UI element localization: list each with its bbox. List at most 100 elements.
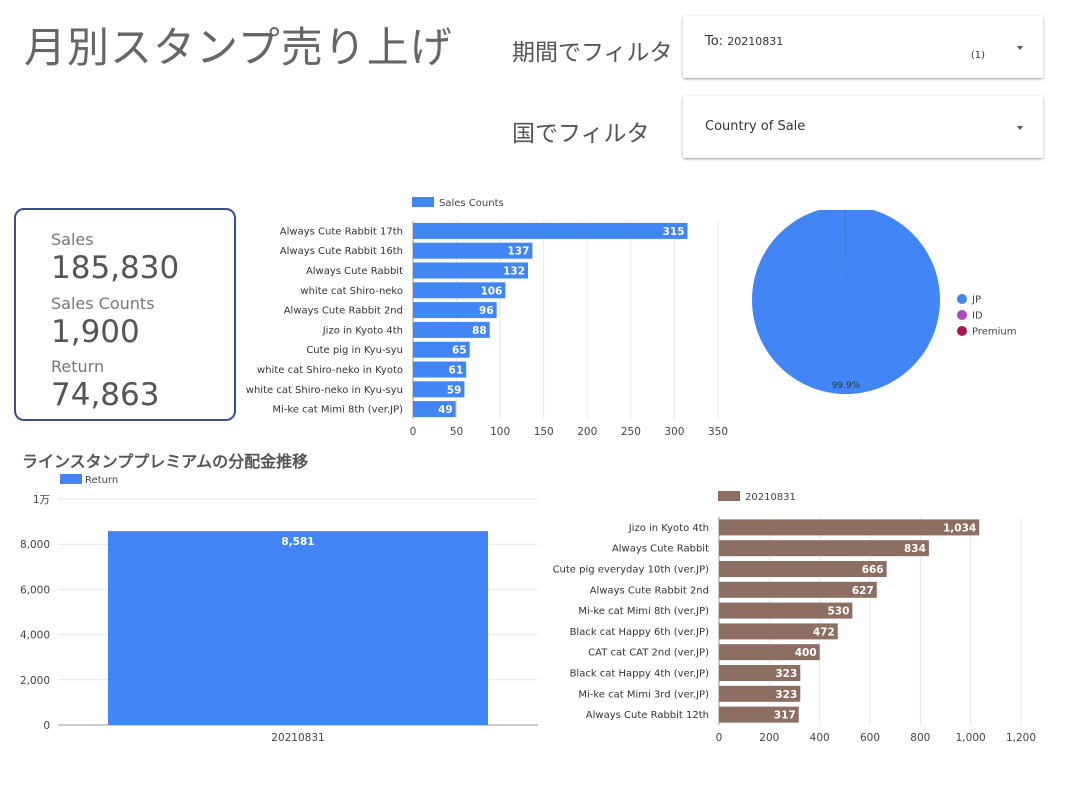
bar — [413, 321, 490, 338]
legend-swatch — [60, 474, 82, 484]
x-tick-label: 300 — [664, 426, 684, 438]
return-bar-chart: Return 0 2,000 4,000 6,000 8,000 1万 8,581 202108… — [20, 474, 538, 744]
category-label: Mi-ke cat Mimi 8th (ver.JP) — [272, 405, 403, 416]
category-label: Always Cute Rabbit 12th — [586, 710, 709, 721]
category-label: Mi-ke cat Mimi 8th (ver.JP) — [578, 606, 709, 617]
legend-label: ID — [972, 311, 983, 322]
caret-down-icon — [1017, 46, 1023, 50]
y-tick-label: 0 — [43, 720, 50, 732]
sales-label: Sales — [51, 230, 94, 249]
category-label: white cat Shiro-neko in Kyoto — [257, 365, 403, 376]
x-tick-label: 800 — [910, 732, 930, 744]
pie-data-label: 99.9% — [832, 381, 861, 391]
data-label: 315 — [663, 226, 685, 238]
bar — [108, 531, 488, 725]
x-tick-label: 250 — [621, 426, 641, 438]
data-label: 666 — [862, 564, 884, 576]
bar — [413, 242, 533, 259]
period-filter-prefix: To: — [705, 34, 724, 49]
data-label: 65 — [452, 345, 467, 357]
sales-value: 185,830 — [51, 250, 180, 286]
bar — [413, 262, 529, 279]
country-filter-value: Country of Sale — [705, 119, 806, 134]
legend-swatch — [412, 197, 434, 207]
y-tick-label: 6,000 — [20, 584, 50, 596]
bar — [413, 361, 467, 378]
category-label: Black cat Happy 4th (ver.JP) — [570, 669, 710, 680]
x-tick-label: 1,200 — [1006, 732, 1036, 744]
category-label: Jizo in Kyoto 4th — [628, 523, 709, 534]
data-label: 49 — [438, 404, 453, 416]
data-label: 530 — [827, 606, 849, 618]
data-label: 132 — [503, 266, 525, 278]
y-tick-label: 1万 — [33, 494, 50, 506]
bar — [413, 222, 688, 239]
sales-counts-value: 1,900 — [51, 314, 140, 350]
category-label: Cute pig everyday 10th (ver.JP) — [553, 565, 710, 576]
return-label: Return — [51, 357, 105, 376]
x-tick-label: 200 — [577, 426, 597, 438]
data-label: 106 — [480, 285, 502, 297]
bar — [413, 381, 465, 398]
return-chart-title: ラインスタンププレミアムの分配金推移 — [22, 452, 309, 471]
x-tick-label: 400 — [810, 732, 830, 744]
period-filter-count: (1) — [970, 50, 985, 61]
data-label: 8,581 — [281, 536, 314, 548]
sales-20210831-bar-chart: 20210831 0 200 400 600 800 1,000 1,200 Jizo in K… — [553, 491, 1036, 744]
category-label: Always Cute Rabbit — [612, 544, 709, 555]
category-label: Always Cute Rabbit — [306, 266, 403, 277]
period-filter-date: 20210831 — [727, 35, 784, 48]
country-pie-chart: 99.9% JP ID Premium — [752, 210, 1017, 394]
x-tick-label: 100 — [490, 426, 510, 438]
x-tick-label: 1,000 — [956, 732, 986, 744]
category-label: white cat Shiro-neko — [300, 286, 403, 297]
bar — [719, 706, 799, 723]
data-label: 96 — [479, 305, 494, 317]
legend-label: JP — [971, 295, 981, 306]
data-label: 323 — [775, 668, 797, 680]
bar — [719, 623, 838, 640]
category-label: Always Cute Rabbit 2nd — [284, 306, 403, 317]
data-label: 834 — [904, 543, 926, 555]
bar — [719, 540, 929, 557]
scorecard: Sales 185,830 Sales Counts 1,900 Return … — [14, 208, 236, 421]
sales-counts-label: Sales Counts — [51, 294, 155, 313]
category-label: Jizo in Kyoto 4th — [322, 325, 403, 336]
category-label: Black cat Happy 6th (ver.JP) — [570, 627, 710, 638]
period-filter-label: 期間でフィルタ — [512, 40, 673, 66]
data-label: 400 — [795, 647, 817, 659]
x-tick-label: 350 — [708, 426, 728, 438]
period-filter-value: To: 20210831 — [705, 34, 783, 49]
data-label: 137 — [507, 246, 529, 258]
category-label: Always Cute Rabbit 17th — [280, 226, 403, 237]
bar — [719, 602, 853, 619]
period-filter-dropdown[interactable]: To: 20210831 (1) — [683, 16, 1043, 78]
pie-slice — [845, 210, 846, 300]
data-label: 323 — [775, 689, 797, 701]
data-label: 88 — [472, 325, 487, 337]
bar — [413, 401, 456, 418]
legend-swatch — [957, 294, 967, 304]
return-value: 74,863 — [51, 377, 160, 413]
x-tick-label: 600 — [860, 732, 880, 744]
legend-label: Premium — [972, 327, 1017, 338]
bar — [413, 341, 470, 358]
sales-counts-bar-chart: Sales Counts 0 50 100 150 200 250 300 350 Always … — [246, 197, 728, 438]
bar — [719, 581, 877, 598]
data-label: 317 — [774, 710, 796, 722]
legend-label: Return — [85, 475, 118, 486]
bar — [413, 282, 506, 299]
bar — [719, 519, 980, 536]
legend-swatch — [957, 310, 967, 320]
data-label: 1,034 — [943, 522, 976, 534]
legend-label: Sales Counts — [439, 198, 504, 209]
category-label: Mi-ke cat Mimi 3rd (ver.JP) — [578, 689, 709, 700]
country-filter-dropdown[interactable]: Country of Sale — [683, 96, 1043, 158]
page-title: 月別スタンプ売り上げ — [24, 23, 453, 72]
bar — [719, 644, 820, 661]
x-tick-label: 0 — [410, 426, 417, 438]
data-label: 627 — [852, 585, 874, 597]
category-label: Always Cute Rabbit 2nd — [590, 585, 709, 596]
bar — [719, 561, 887, 577]
caret-down-icon — [1017, 126, 1023, 130]
